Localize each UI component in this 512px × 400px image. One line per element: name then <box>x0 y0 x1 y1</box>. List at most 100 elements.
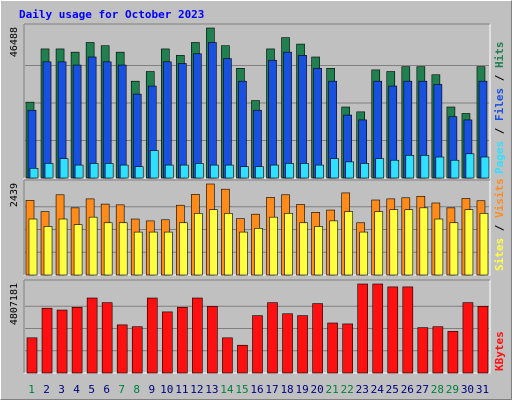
x-tick-label-12: 12 <box>190 383 203 396</box>
bar-kbytes-kbytes-2 <box>41 307 53 374</box>
bar-hits-files-20 <box>313 67 322 179</box>
bar-hits-files-14 <box>223 58 232 179</box>
bar-visits-sites-28 <box>434 218 444 276</box>
legend-visits: Visits <box>493 178 506 218</box>
x-tick-label-31: 31 <box>476 383 489 396</box>
legend-pages: Pages <box>493 141 506 174</box>
bar-hits-files-8 <box>132 93 142 179</box>
bar-kbytes-kbytes-21 <box>327 322 338 374</box>
bar-visits-sites-1 <box>28 218 38 276</box>
bar-kbytes-kbytes-3 <box>56 309 68 374</box>
bar-kbytes-kbytes-6 <box>101 302 113 374</box>
bar-kbytes-kbytes-17 <box>267 302 278 374</box>
x-tick-label-7: 7 <box>118 383 125 396</box>
bar-hits-pages-26 <box>405 155 415 179</box>
bar-kbytes-kbytes-5 <box>86 297 98 374</box>
bar-hits-files-12 <box>193 53 202 179</box>
x-tick-label-1: 1 <box>28 383 35 396</box>
x-tick-label-17: 17 <box>265 383 278 396</box>
panel-hits-legend: Pages / Files / Hits <box>493 42 506 175</box>
bar-visits-sites-10 <box>163 231 173 276</box>
bar-kbytes-kbytes-4 <box>71 306 83 374</box>
bar-hits-pages-23 <box>360 163 370 179</box>
bar-hits-pages-21 <box>330 158 339 179</box>
bar-visits-sites-12 <box>194 213 203 276</box>
bar-kbytes-kbytes-11 <box>177 306 188 374</box>
bar-hits-files-1 <box>27 109 37 179</box>
bar-visits-sites-4 <box>73 224 83 276</box>
legend-files: Files <box>493 88 506 121</box>
legend-separator: / <box>493 218 506 238</box>
panel-kbytes-max-label: 4807181 <box>9 283 20 325</box>
bar-visits-sites-26 <box>404 209 414 276</box>
bar-visits-sites-9 <box>148 231 158 276</box>
bar-hits-files-6 <box>102 61 112 179</box>
bar-hits-pages-17 <box>270 164 279 179</box>
legend-hits: Hits <box>493 42 506 69</box>
bar-visits-sites-27 <box>419 207 429 276</box>
bar-hits-pages-30 <box>465 153 475 179</box>
bar-kbytes-kbytes-12 <box>192 297 203 374</box>
bar-kbytes-kbytes-22 <box>342 323 353 374</box>
x-tick-label-14: 14 <box>220 383 234 396</box>
bar-kbytes-kbytes-26 <box>402 286 414 374</box>
bar-visits-sites-22 <box>344 211 353 276</box>
x-tick-label-18: 18 <box>280 383 293 396</box>
bar-visits-sites-16 <box>254 228 263 276</box>
bar-visits-sites-5 <box>88 216 98 276</box>
x-tick-label-21: 21 <box>326 383 339 396</box>
bar-hits-pages-10 <box>164 164 174 179</box>
x-tick-label-4: 4 <box>73 383 80 396</box>
bar-hits-pages-29 <box>450 159 460 179</box>
bar-kbytes-kbytes-25 <box>387 286 399 374</box>
bar-kbytes-kbytes-16 <box>252 315 263 374</box>
x-tick-label-16: 16 <box>250 383 263 396</box>
bar-hits-files-11 <box>178 63 187 179</box>
bar-kbytes-kbytes-10 <box>161 311 173 374</box>
x-tick-label-20: 20 <box>311 383 324 396</box>
legend-separator: / <box>493 121 506 141</box>
bar-hits-pages-18 <box>285 163 294 179</box>
bar-visits-sites-24 <box>374 211 384 276</box>
bar-hits-pages-19 <box>300 163 309 179</box>
x-tick-label-30: 30 <box>461 383 474 396</box>
bar-kbytes-kbytes-18 <box>282 313 293 374</box>
x-tick-label-13: 13 <box>205 383 218 396</box>
bar-hits-files-17 <box>268 59 277 179</box>
bar-hits-pages-13 <box>210 164 219 179</box>
bar-hits-pages-15 <box>240 166 249 179</box>
bar-hits-pages-2 <box>44 163 54 179</box>
bar-visits-sites-11 <box>179 222 188 276</box>
bar-hits-pages-3 <box>59 158 69 179</box>
bar-hits-pages-5 <box>89 163 99 179</box>
x-tick-label-19: 19 <box>295 383 308 396</box>
bar-visits-sites-2 <box>43 226 53 276</box>
legend-kbytes: KBytes <box>493 331 506 371</box>
bar-visits-sites-30 <box>464 209 474 276</box>
bar-hits-pages-4 <box>74 164 84 179</box>
x-tick-label-9: 9 <box>148 383 155 396</box>
bar-hits-pages-1 <box>29 168 39 179</box>
bar-kbytes-kbytes-19 <box>297 315 308 374</box>
bar-hits-pages-22 <box>345 161 354 179</box>
bar-hits-pages-28 <box>435 156 445 179</box>
bar-hits-pages-24 <box>375 158 385 179</box>
bar-visits-sites-18 <box>284 213 293 276</box>
x-tick-label-5: 5 <box>88 383 95 396</box>
bar-kbytes-kbytes-1 <box>26 337 38 374</box>
panel-hits-max-label: 46488 <box>9 27 20 57</box>
bar-hits-pages-16 <box>255 166 264 179</box>
bar-kbytes-kbytes-8 <box>131 326 143 374</box>
bar-hits-pages-20 <box>315 164 324 179</box>
bar-kbytes-kbytes-31 <box>477 306 489 374</box>
bar-kbytes-kbytes-24 <box>372 283 384 374</box>
bar-hits-files-10 <box>162 61 172 179</box>
x-tick-label-3: 3 <box>58 383 65 396</box>
bar-hits-files-2 <box>42 61 52 179</box>
x-tick-label-8: 8 <box>133 383 140 396</box>
x-tick-label-25: 25 <box>386 383 399 396</box>
bar-kbytes-kbytes-9 <box>146 297 158 374</box>
bar-hits-pages-12 <box>195 163 204 179</box>
bar-kbytes-kbytes-15 <box>237 344 248 374</box>
